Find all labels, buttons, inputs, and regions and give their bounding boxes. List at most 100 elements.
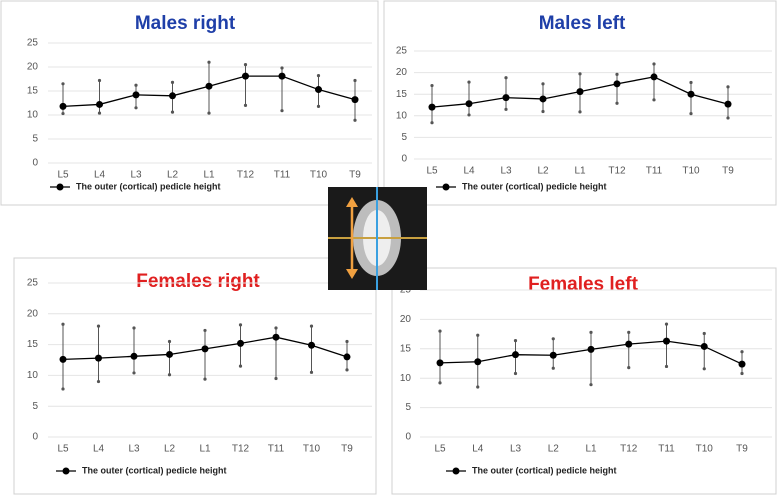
error-bar-cap — [309, 370, 314, 374]
error-bar-cap — [702, 367, 706, 371]
legend-marker — [442, 183, 450, 191]
data-point — [539, 95, 547, 103]
x-tick-label: L5 — [57, 444, 69, 455]
y-tick-label: 15 — [27, 339, 39, 350]
y-tick-label: 25 — [400, 285, 412, 296]
x-tick-label: T12 — [620, 444, 638, 455]
y-tick-label: 0 — [401, 154, 407, 165]
error-bar-cap — [615, 101, 619, 105]
error-bar-cap — [615, 72, 619, 76]
x-tick-label: T11 — [658, 444, 675, 455]
legend-label: The outer (cortical) pedicle height — [82, 465, 227, 475]
data-point — [625, 340, 633, 348]
error-bar-cap — [726, 116, 730, 120]
error-bar — [309, 324, 314, 374]
error-bar-cap — [430, 121, 434, 125]
data-point — [650, 73, 658, 81]
error-bar — [203, 328, 207, 381]
y-tick-label: 20 — [396, 67, 408, 78]
error-bar-cap — [61, 322, 65, 326]
error-bar-cap — [170, 80, 175, 84]
x-tick-label: L2 — [548, 444, 560, 455]
x-tick-label: L3 — [128, 444, 140, 455]
x-tick-label: L1 — [585, 444, 597, 455]
data-point — [724, 100, 732, 108]
panel-border — [13, 257, 377, 495]
y-tick-label: 25 — [27, 278, 39, 289]
chart-title: Females right — [136, 271, 260, 292]
y-tick-label: 10 — [27, 110, 39, 121]
error-bar-cap — [134, 83, 138, 87]
error-bar-cap — [309, 324, 314, 328]
error-bar-cap — [134, 106, 138, 110]
chart-title: Males right — [135, 13, 236, 34]
error-bar-cap — [274, 326, 278, 330]
error-bar-cap — [207, 60, 211, 64]
x-tick-label: T9 — [736, 444, 748, 455]
error-bar-cap — [664, 322, 669, 326]
chart-panel: Females left 0 5 10 15 20 25 L5 L4 L3 L2 L1 T12 T11 T1… — [391, 267, 777, 495]
error-bar-cap — [97, 78, 102, 83]
data-point — [343, 353, 351, 361]
error-bar-cap — [96, 324, 101, 328]
x-tick-label: L5 — [57, 170, 69, 181]
error-bar-cap — [652, 62, 656, 66]
data-point — [351, 96, 359, 104]
error-bar — [504, 76, 508, 111]
error-bar-cap — [353, 118, 357, 122]
error-bar-cap — [589, 330, 593, 334]
data-point — [201, 345, 209, 353]
error-bar-cap — [513, 338, 518, 343]
x-tick-label: L2 — [164, 444, 176, 455]
error-bar-cap — [203, 377, 207, 381]
error-bar-cap — [96, 379, 101, 384]
y-tick-label: 5 — [405, 402, 411, 413]
x-tick-label: T10 — [696, 444, 714, 455]
error-bar-cap — [504, 76, 508, 80]
error-bar-cap — [345, 339, 349, 344]
data-point — [237, 339, 244, 347]
error-bar-cap — [541, 109, 545, 114]
chart-panel: Females right 0 5 10 15 20 25 L5 L4 L3 L2 L1 T12 T11 T… — [13, 257, 377, 495]
data-point — [587, 345, 595, 353]
error-bar — [702, 331, 706, 371]
error-bar-cap — [726, 85, 730, 89]
y-tick-label: 25 — [396, 46, 408, 57]
chart-panel: Males left 0 5 10 15 20 25 L5 L4 L3 L2 L1 T12 T11 T10 T… — [383, 0, 777, 206]
error-bar — [96, 324, 101, 384]
error-bar-cap — [61, 111, 65, 116]
error-bar-cap — [238, 323, 243, 327]
legend-label: The outer (cortical) pedicle height — [462, 181, 607, 191]
error-bar-cap — [316, 104, 321, 108]
data-point — [166, 350, 173, 358]
x-tick-label: T12 — [237, 170, 255, 181]
error-bar-cap — [689, 80, 693, 85]
y-tick-label: 5 — [32, 401, 38, 412]
data-point — [272, 333, 280, 341]
y-tick-label: 25 — [27, 38, 39, 49]
y-tick-label: 20 — [27, 308, 39, 319]
error-bar-cap — [740, 350, 744, 354]
error-bar-cap — [578, 72, 582, 76]
error-bar-cap — [243, 103, 248, 107]
error-bar-cap — [578, 110, 582, 114]
error-bar-cap — [207, 111, 211, 115]
error-bar — [132, 326, 136, 375]
error-bar-cap — [97, 111, 102, 115]
error-bar-cap — [541, 82, 545, 86]
x-tick-label: L2 — [537, 166, 549, 177]
error-bar-cap — [203, 328, 207, 333]
error-bar-cap — [243, 63, 248, 67]
y-tick-label: 0 — [405, 432, 411, 443]
error-bar-cap — [689, 112, 693, 116]
data-point — [308, 341, 315, 349]
scan-image — [328, 187, 427, 290]
error-bar — [627, 330, 631, 370]
error-bar-cap — [238, 364, 243, 368]
arrow-heads — [346, 197, 358, 279]
y-tick-label: 15 — [27, 86, 39, 97]
x-tick-label: T12 — [608, 166, 626, 177]
error-bar-cap — [589, 383, 593, 387]
error-bar-cap — [170, 110, 175, 114]
